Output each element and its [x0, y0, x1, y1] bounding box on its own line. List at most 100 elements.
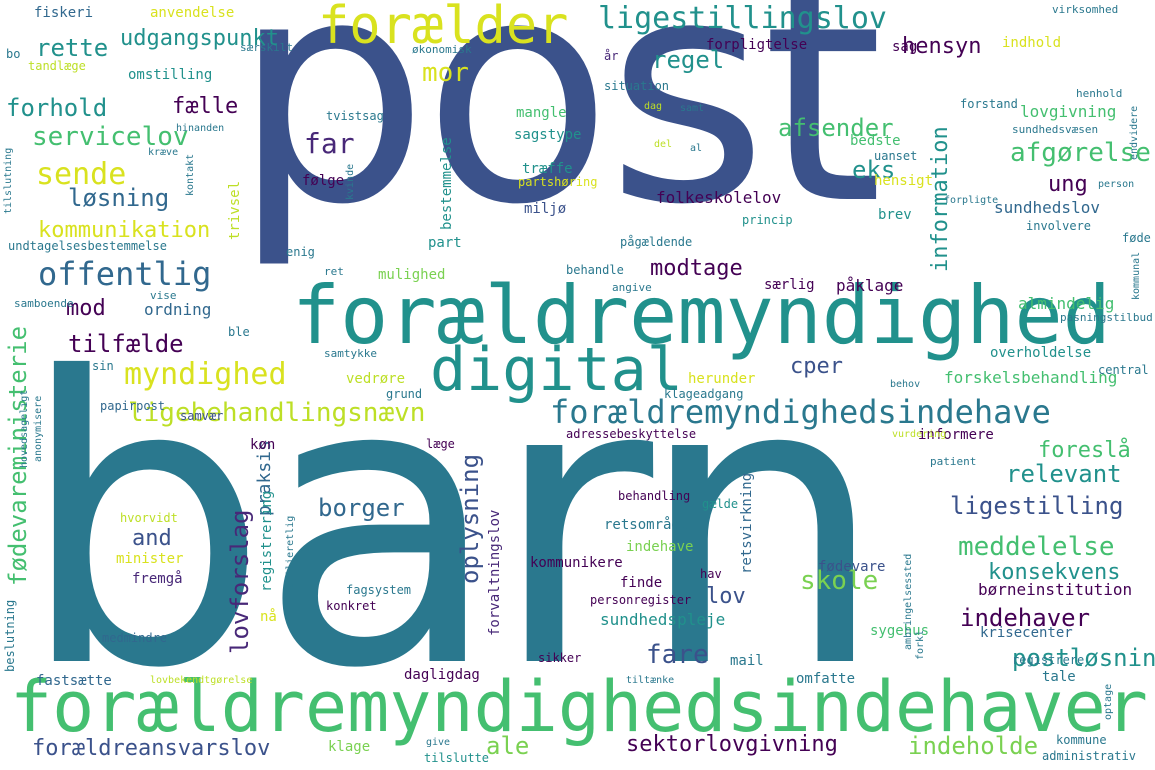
word-enig: enig — [286, 245, 315, 259]
word-klageadgang: klageadgang — [664, 387, 744, 401]
word-beslutning: beslutning — [3, 599, 17, 672]
word-omfatte: omfatte — [796, 671, 856, 687]
word-foraeldremyndighed: forældremyndighed — [292, 269, 1111, 362]
word-give: give — [426, 737, 451, 748]
word-regel: regel — [652, 46, 725, 74]
word-sin: sin — [92, 359, 114, 373]
word-samtykke: samtykke — [324, 347, 377, 360]
word-skole: skole — [800, 566, 879, 596]
word-lov: lov — [706, 584, 746, 609]
word-hinanden: hinanden — [176, 123, 225, 134]
word-person: person — [1098, 179, 1135, 190]
word-situation: situation — [604, 79, 670, 93]
word-tandlaege: tandlæge — [28, 59, 86, 73]
word-udgangspunkt: udgangspunkt — [120, 26, 279, 51]
word-tvistsag: tvistsag — [326, 109, 384, 123]
word-minister: minister — [116, 551, 184, 567]
word-adressebeskyttelse: adressebeskyttelse — [566, 427, 697, 441]
word-traeffe: træffe — [522, 161, 573, 177]
word-ligestillingslov: ligestillingslov — [598, 1, 887, 36]
word-mail: mail — [730, 653, 764, 669]
word-kommunikation: kommunikation — [38, 218, 211, 243]
word-forpligtelse: forpligtelse — [706, 37, 808, 53]
word-gaelde: gælde — [702, 497, 739, 511]
word-konkret: konkret — [326, 599, 377, 613]
word-paagaeldende: pågældende — [620, 235, 693, 249]
word-relevant: relevant — [1006, 460, 1122, 488]
word-papirpost: papirpost — [100, 399, 166, 413]
word-hensyn: hensyn — [902, 34, 982, 59]
word-brev: brev — [878, 207, 912, 223]
word-koen: køn — [250, 437, 276, 453]
word-ambringelsessted: endvidere — [1129, 105, 1140, 160]
word-borger: borger — [318, 494, 405, 522]
word-retsvirkning: retsvirkning — [739, 472, 755, 574]
word-afsender: afsender — [778, 114, 894, 142]
word-post: post — [232, 0, 883, 273]
word-registrere: registrere — [1012, 653, 1085, 667]
word-endvidere: pasningstilbud — [1060, 311, 1153, 324]
word-indehaver: indehaver — [960, 604, 1091, 632]
word-indskrivning: optage — [1103, 683, 1114, 720]
word-lovforslag: lovforslag — [226, 509, 254, 655]
word-kontakt: kontakt — [185, 153, 196, 196]
word-foedevare: fødevare — [818, 559, 886, 575]
word-laege: læge — [426, 437, 455, 451]
word-central: central — [1098, 363, 1149, 377]
word-dag: dag — [644, 101, 663, 112]
word-sundhedspleje: sundhedspleje — [600, 610, 726, 629]
word-oekonomisk: økonomisk — [412, 43, 472, 56]
word-boerneinstitution: børneinstitution — [978, 580, 1133, 599]
word-sag: sag — [892, 39, 918, 55]
word-fastsaette: fastsætte — [36, 673, 112, 689]
word-aar: år — [604, 49, 619, 63]
word-eks: eks — [852, 156, 896, 184]
word-familieretlig: familieretlig — [285, 515, 296, 594]
word-rette: rette — [36, 34, 109, 62]
word-forvaltningslov: forvaltningslov — [487, 509, 503, 636]
word-digital: digital — [430, 335, 683, 405]
word-tiltaenke: tiltænke — [626, 675, 675, 686]
word-ligestilling: ligestilling — [950, 492, 1124, 520]
word-paaklage: påklage — [836, 276, 904, 295]
word-tilslutte: tilslutte — [424, 751, 490, 765]
word-vurdering: ambringelsessted — [903, 553, 914, 650]
word-samvaer: samvær — [180, 409, 224, 423]
word-administrativ: administrativ — [1042, 749, 1136, 763]
word-krisecenter: krisecenter — [980, 625, 1073, 641]
word-indhold: indhold — [1002, 35, 1062, 51]
word-meddelelse: meddelelse — [958, 532, 1115, 562]
word-lovbekendtgoerelse: lovbekendtgørelse — [150, 675, 253, 686]
word-informere: informere — [918, 427, 994, 443]
word-omstilling: omstilling — [128, 67, 213, 83]
word-vedroere: vedrøre — [346, 371, 406, 387]
word-tale: tale — [1042, 669, 1076, 685]
word-barn: barn — [18, 295, 887, 755]
word-partshoering: partshøring — [518, 175, 598, 189]
word-hensigt: hensigt — [874, 173, 934, 189]
word-samt: samt — [680, 103, 705, 114]
word-involvere: involvere — [1026, 219, 1092, 233]
word-postlosning: postløsning — [1012, 644, 1155, 672]
word-kommunikere: kommunikere — [530, 555, 623, 571]
word-forhold: forhold — [6, 94, 108, 122]
word-henhold: henhold — [1076, 87, 1123, 100]
word-sygehus: sygehus — [870, 623, 930, 639]
word-sundhedslov: sundhedslov — [994, 198, 1100, 217]
word-bo: bo — [6, 47, 21, 61]
word-servicelov: servicelov — [32, 122, 189, 152]
word-herunder: herunder — [688, 371, 756, 387]
word-trivsel: trivsel — [227, 180, 243, 240]
word-bedste: bedste — [850, 133, 901, 149]
word-forpligte: forpligte — [944, 195, 999, 206]
word-foraelder: forælder — [318, 0, 569, 56]
word-ale: ale — [486, 732, 530, 760]
word-hav: hav — [700, 567, 722, 581]
word-offentlig: offentlig — [38, 255, 212, 293]
word-tilslutning: tilslutning — [3, 147, 14, 214]
word-anonymisere: anonymisere — [33, 395, 44, 462]
word-folkeskolelov: folkeskolelov — [656, 188, 782, 207]
word-pasningstilbud: kommunal — [1131, 251, 1142, 300]
word-myndighed: myndighed — [124, 357, 287, 392]
word-tidssvarende: forkl — [915, 629, 926, 660]
